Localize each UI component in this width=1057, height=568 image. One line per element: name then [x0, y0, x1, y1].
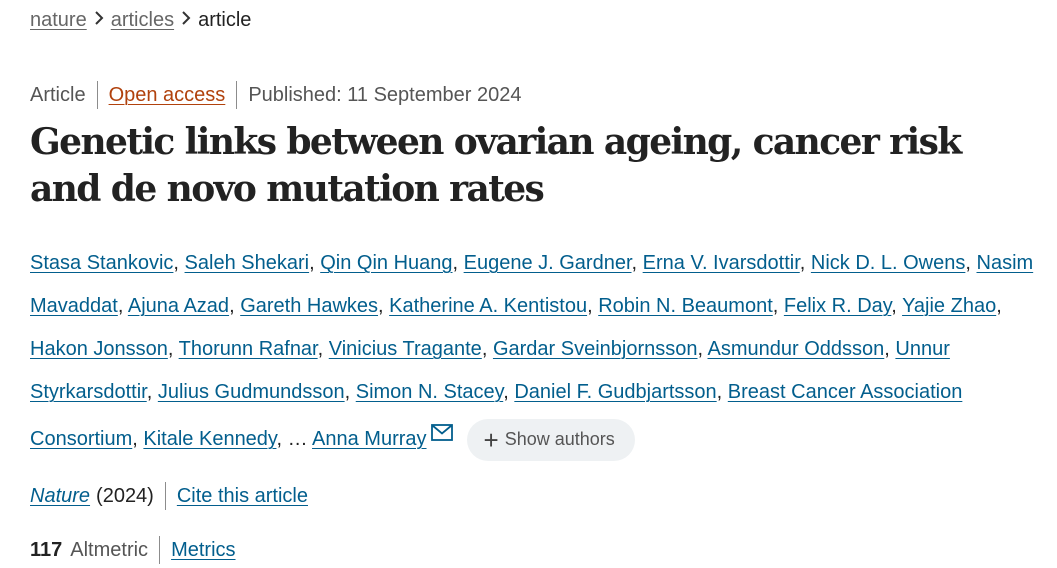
breadcrumb-current: article [198, 8, 252, 31]
open-access-link[interactable]: Open access [108, 83, 226, 106]
article-metrics: 117 Altmetric Metrics [30, 536, 236, 564]
published-date: Published: 11 September 2024 [248, 83, 522, 106]
author-link[interactable]: Eugene J. Gardner [463, 252, 632, 274]
publication-year: (2024) [96, 484, 154, 507]
author-link[interactable]: Katherine A. Kentistou [389, 295, 588, 317]
author-ellipsis: … [287, 428, 308, 450]
altmetric-score: 117 [30, 538, 63, 561]
divider [236, 81, 238, 109]
author-link[interactable]: Breast Cancer Association Consortium [30, 381, 963, 450]
author-link[interactable]: Nick D. L. Owens [810, 252, 966, 274]
author-link[interactable]: Asmundur Oddsson [707, 338, 885, 360]
author-link[interactable]: Saleh Shekari [184, 252, 310, 274]
author-link[interactable]: Kitale Kennedy [143, 428, 277, 450]
author-link[interactable]: Unnur Styrkarsdottir [30, 338, 950, 403]
author-link[interactable]: Thorunn Rafnar [178, 338, 318, 360]
breadcrumb: nature articles article [30, 6, 251, 34]
author-link[interactable]: Julius Gudmundsson [157, 381, 345, 403]
author-list: Stasa Stankovic, Saleh Shekari, Qin Qin … [30, 242, 1045, 461]
article-title: Genetic links between ovarian ageing, ca… [30, 121, 962, 210]
corresponding-author-link[interactable]: Anna Murray [312, 428, 427, 450]
author-link[interactable]: Gardar Sveinbjornsson [492, 338, 698, 360]
show-authors-label: Show authors [504, 429, 615, 450]
author-link[interactable]: Robin N. Beaumont [598, 295, 773, 317]
chevron-right-icon [174, 10, 198, 30]
journal-link[interactable]: Nature [30, 484, 91, 507]
article-type: Article [30, 83, 86, 106]
plus-icon: + [483, 424, 499, 455]
divider [96, 81, 98, 109]
cite-article-link[interactable]: Cite this article [176, 484, 308, 507]
altmetric-label: Altmetric [70, 538, 149, 561]
journal-info: Nature (2024) Cite this article [30, 482, 308, 510]
breadcrumb-nature-link[interactable]: nature [30, 8, 87, 31]
mail-icon[interactable] [430, 414, 453, 457]
author-link[interactable]: Nasim Mavaddat [30, 252, 1034, 317]
divider [164, 482, 166, 510]
divider [159, 536, 161, 564]
author-link[interactable]: Stasa Stankovic [30, 252, 174, 274]
author-link[interactable]: Daniel F. Gudbjartsson [514, 381, 717, 403]
author-link[interactable]: Ajuna Azad [127, 295, 230, 317]
article-meta: Article Open access Published: 11 Septem… [30, 81, 521, 109]
author-link[interactable]: Yajie Zhao [902, 295, 997, 317]
chevron-right-icon [87, 10, 111, 30]
author-link[interactable]: Erna V. Ivarsdottir [642, 252, 800, 274]
author-link[interactable]: Gareth Hawkes [240, 295, 379, 317]
show-authors-button[interactable]: + Show authors [466, 418, 635, 461]
author-link[interactable]: Simon N. Stacey [355, 381, 504, 403]
author-link[interactable]: Felix R. Day [783, 295, 892, 317]
breadcrumb-articles-link[interactable]: articles [110, 8, 175, 31]
author-link[interactable]: Hakon Jonsson [30, 338, 168, 360]
metrics-link[interactable]: Metrics [171, 538, 236, 561]
author-link[interactable]: Qin Qin Huang [320, 252, 453, 274]
author-link[interactable]: Vinicius Tragante [328, 338, 482, 360]
